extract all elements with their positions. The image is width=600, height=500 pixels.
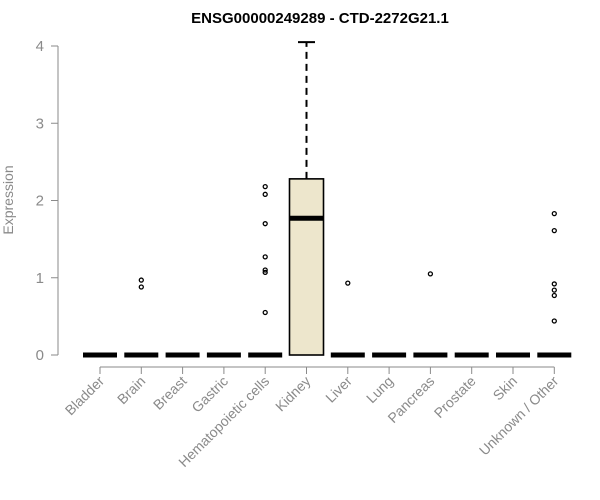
y-tick-label: 3 (36, 115, 44, 132)
outlier-point (262, 221, 268, 227)
x-tick-label: Lung (363, 373, 396, 406)
box-2 (124, 277, 159, 358)
outlier-point (551, 210, 557, 217)
outlier-point (138, 284, 144, 290)
outlier-point (262, 183, 268, 190)
y-axis: 0 1 2 3 4 (36, 38, 59, 364)
box-9 (413, 271, 448, 358)
outlier-point (262, 309, 268, 316)
outlier-point (551, 227, 557, 234)
chart-title: ENSG00000249289 - CTD-2272G21.1 (191, 10, 449, 27)
x-tick-label: Bladder (62, 373, 108, 419)
outlier-point (427, 271, 434, 277)
boxes-layer (83, 41, 572, 358)
box-6 (288, 41, 325, 356)
outlier-point (551, 281, 557, 287)
outlier-point (551, 287, 557, 293)
box-12 (537, 210, 572, 358)
outlier-point (345, 280, 351, 286)
y-tick-label: 4 (36, 38, 44, 55)
box-7 (330, 280, 365, 358)
y-tick-label: 2 (36, 193, 44, 210)
box-body (288, 178, 325, 356)
x-tick-label: Kidney (272, 373, 314, 415)
outlier-point (262, 269, 268, 275)
outlier-point (262, 267, 268, 273)
outlier-point (262, 191, 268, 197)
x-tick-label: Breast (150, 373, 190, 413)
y-tick-label: 1 (36, 270, 44, 287)
outlier-point (551, 292, 557, 299)
outlier-point (138, 277, 144, 283)
x-tick-label: Brain (114, 373, 148, 407)
y-axis-title: Expression (0, 165, 16, 234)
box-5 (248, 183, 283, 358)
y-tick-label: 0 (36, 347, 44, 364)
outlier-point (551, 318, 557, 324)
outlier-point (262, 254, 268, 260)
x-tick-label: Prostate (431, 373, 479, 421)
x-tick-label: Liver (322, 373, 355, 406)
x-tick-label: Skin (490, 373, 521, 404)
